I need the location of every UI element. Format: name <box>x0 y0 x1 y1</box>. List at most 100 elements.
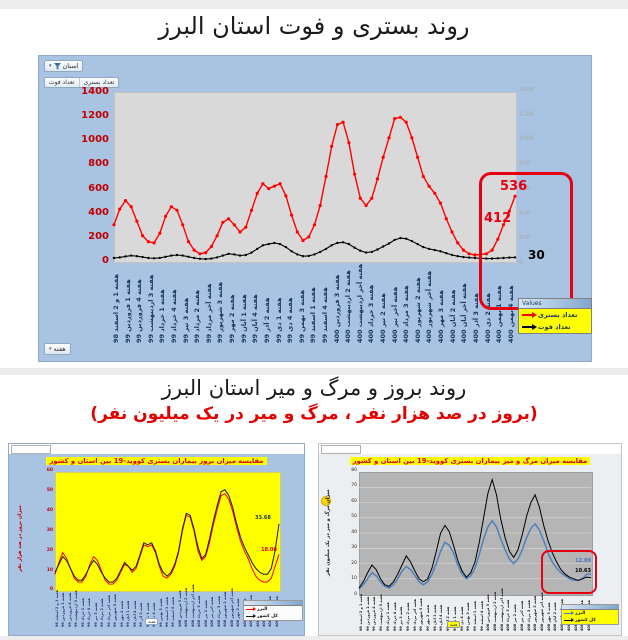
x-axis-week-label: هفته 3 مهر 400 <box>546 602 551 631</box>
data-point <box>233 253 236 256</box>
legend-item-alborz: البرز <box>244 606 302 613</box>
data-point <box>175 253 179 257</box>
data-point <box>146 240 150 244</box>
x-axis-week-label: هفته 1 و 2 اسفند 98 <box>112 274 120 343</box>
x-axis-week-label: هفته 2 مهر 99 <box>228 294 237 343</box>
data-point <box>410 239 414 243</box>
data-point <box>427 184 431 188</box>
y-axis-tick-left: 1400 <box>81 86 109 97</box>
x-axis-week-label: هفته 2 اردیبهشت 400 <box>184 587 189 627</box>
data-point <box>416 155 420 159</box>
section-divider <box>0 368 628 375</box>
data-point <box>141 255 144 259</box>
data-point <box>301 238 305 243</box>
data-point <box>370 196 374 200</box>
data-point <box>353 172 357 176</box>
week-axis-field-button[interactable]: هفته <box>447 621 461 628</box>
data-point <box>215 234 219 238</box>
data-point <box>198 257 202 260</box>
section-subtitle: (بروز در صد هزار نفر ، مرگ و میر در یک م… <box>90 404 538 424</box>
data-point <box>393 238 396 242</box>
data-point <box>147 256 150 260</box>
warning-icon <box>321 496 331 506</box>
y-axis-tick: 50 <box>46 487 53 493</box>
data-point <box>496 257 499 260</box>
mortality-chart-title: مقایسه میزان مرگ و میر بیماران بستری کوو… <box>319 457 621 465</box>
data-point <box>421 174 425 179</box>
x-axis-week-label: هفته 3 بهمن 99 <box>297 289 306 343</box>
week-axis-field-button[interactable]: هفته ▾ <box>44 343 71 355</box>
y-axis-tick-right: 200 <box>519 234 531 242</box>
data-point <box>175 208 179 212</box>
data-point <box>301 255 305 258</box>
x-axis-week-label: هفته 3 فروردین 400 <box>332 274 341 343</box>
data-point <box>382 245 385 248</box>
data-point <box>427 247 431 251</box>
data-point <box>433 191 437 195</box>
hospitalization_deaths-line-1 <box>113 237 516 260</box>
country-line-marker-icon <box>564 618 574 622</box>
legend-label-alborz: البرز <box>575 611 586 616</box>
data-point <box>307 254 310 258</box>
chevron-down-icon: ▾ <box>49 63 52 69</box>
x-axis-week-label: هفته 1 دی 99 <box>274 297 283 343</box>
x-axis-week-label: هفته 4 آبان 99 <box>132 600 137 627</box>
data-point <box>187 255 190 258</box>
y-axis-tick: 0 <box>49 587 53 593</box>
province-filter-button[interactable]: استان ▾ <box>44 60 84 72</box>
data-point <box>112 223 116 227</box>
y-axis-tick: 50 <box>351 514 357 520</box>
incidence-y-axis: 60 50 40 30 20 10 0 <box>35 468 53 593</box>
data-point <box>467 252 471 256</box>
y-axis-tick: 30 <box>351 545 357 551</box>
alborz-latest-incidence-value: 18.08 <box>261 547 277 553</box>
data-point <box>461 248 465 252</box>
data-point <box>347 242 351 246</box>
y-axis-tick-left: 600 <box>88 182 109 194</box>
y-axis-tick: 60 <box>351 498 357 504</box>
data-point <box>375 177 380 181</box>
x-axis-week-label: هفته 1 آبان 99 <box>432 604 437 631</box>
y-axis-tick: 30 <box>46 527 53 533</box>
hospitalization-deaths-panel: استان ▾ تعداد بستری تعداد فوت 1400 1200 10… <box>38 55 592 362</box>
latest-hospitalized-value: 536 <box>500 179 528 194</box>
data-point <box>170 254 173 257</box>
x-axis-week-label: هفته آخر مرداد 99 <box>106 594 111 627</box>
data-point <box>405 237 408 240</box>
x-axis: هفته 1 و 2 اسفند 98 هفته 1 فروردین 99 هفته… <box>112 264 515 343</box>
hospitalization-deaths-chart <box>112 115 517 261</box>
data-point <box>330 144 334 148</box>
legend-label-country: کل کشور <box>257 614 278 619</box>
x-axis-week-label: هفته 3 اردیبهشت 99 <box>146 274 155 343</box>
x-axis-week-label: هفته 3 شهریور 99 <box>113 594 118 627</box>
data-point <box>358 196 362 200</box>
data-point <box>158 231 162 235</box>
data-point <box>295 230 299 234</box>
data-point <box>319 250 322 254</box>
filter-icon <box>53 62 61 70</box>
y-axis-tick-left: 200 <box>88 230 109 242</box>
x-axis-week-label: هفته 3 اردیبهشت 99 <box>379 594 384 631</box>
y-axis-tick-left: 1200 <box>81 110 109 122</box>
data-point <box>444 217 448 221</box>
tab-hospitalized-count[interactable]: تعداد بستری <box>83 79 115 86</box>
data-point <box>164 255 167 258</box>
data-point <box>215 256 219 259</box>
legend-item-hospitalized: تعداد بستری <box>519 309 591 321</box>
tab-death-count[interactable]: تعداد فوت <box>45 78 80 87</box>
plot-area <box>114 92 517 263</box>
week-axis-field-button[interactable]: هفته <box>145 618 159 625</box>
data-point <box>473 253 477 257</box>
x-axis-week-label: هفته 1 اسفند 99 <box>309 287 318 343</box>
data-point <box>513 194 517 198</box>
mortality-chart-panel: مقایسه میزان مرگ و میر بیماران بستری کوو… <box>318 443 622 636</box>
data-point <box>209 244 213 249</box>
x-axis-week-label: هفته 2 آذر 99 <box>262 297 271 343</box>
legend-label-country: کل کشور <box>575 618 596 623</box>
legend-item-alborz: البرز <box>562 610 618 617</box>
data-point <box>393 117 397 121</box>
x-axis-week-label: هفته 4 فروردین 99 <box>67 592 72 627</box>
x-axis-week-label: هفته 2 مرداد 99 <box>193 289 202 343</box>
legend-label-deaths: تعداد فوت <box>538 323 571 331</box>
data-point <box>324 247 328 251</box>
